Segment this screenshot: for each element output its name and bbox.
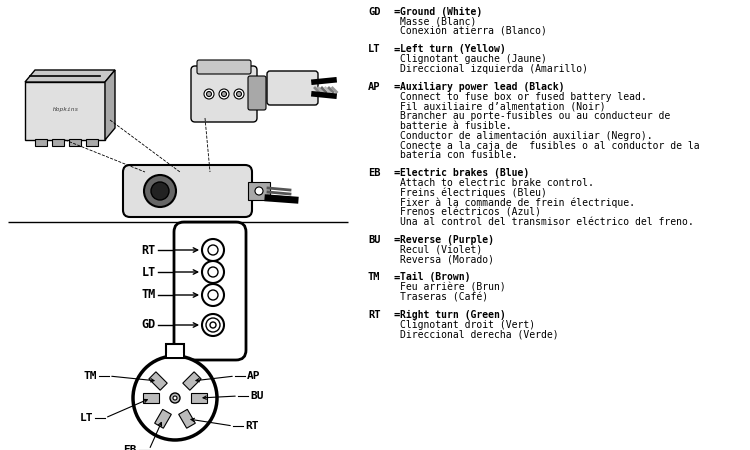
Text: =: = (393, 168, 399, 178)
Text: Connect to fuse box or fused battery lead.: Connect to fuse box or fused battery lea… (400, 92, 646, 102)
Text: Una al control del transmisor eléctrico del freno.: Una al control del transmisor eléctrico … (400, 217, 694, 227)
Bar (52, 139, 64, 146)
Circle shape (208, 267, 218, 277)
Circle shape (206, 91, 212, 96)
FancyBboxPatch shape (197, 60, 251, 74)
Text: Fil auxiliaire d’almentation (Noir): Fil auxiliaire d’almentation (Noir) (400, 101, 606, 112)
FancyBboxPatch shape (174, 222, 246, 360)
Text: =: = (393, 45, 399, 54)
Polygon shape (183, 372, 201, 390)
Circle shape (202, 239, 224, 261)
Text: Attach to electric brake control.: Attach to electric brake control. (400, 178, 594, 188)
Polygon shape (105, 70, 115, 140)
Text: GD: GD (142, 319, 156, 332)
Text: TM: TM (142, 288, 156, 302)
Circle shape (144, 175, 176, 207)
Text: LT: LT (368, 45, 380, 54)
Text: Conductor de alimentación auxiliar (Negro).: Conductor de alimentación auxiliar (Negr… (400, 131, 652, 141)
Text: Electric brakes (Blue): Electric brakes (Blue) (400, 168, 530, 178)
Text: RT: RT (142, 243, 156, 256)
Polygon shape (25, 82, 105, 140)
Circle shape (234, 89, 244, 99)
FancyBboxPatch shape (191, 66, 257, 122)
Circle shape (202, 261, 224, 283)
FancyBboxPatch shape (267, 71, 318, 105)
Polygon shape (143, 393, 159, 403)
Polygon shape (191, 393, 207, 403)
Text: Left turn (Yellow): Left turn (Yellow) (400, 45, 506, 54)
Text: EB: EB (368, 168, 380, 178)
Circle shape (206, 318, 220, 332)
Text: TM: TM (83, 371, 97, 381)
Text: Masse (Blanc): Masse (Blanc) (400, 17, 476, 27)
Text: =: = (393, 310, 399, 320)
Circle shape (221, 91, 226, 96)
Text: Reversa (Morado): Reversa (Morado) (400, 255, 494, 265)
Circle shape (170, 393, 180, 403)
Text: RT: RT (368, 310, 380, 320)
Polygon shape (25, 70, 115, 82)
Text: Ground (White): Ground (White) (400, 7, 482, 17)
Text: Traseras (Café): Traseras (Café) (400, 292, 488, 302)
Text: Brancher au porte-fusibles ou au conducteur de: Brancher au porte-fusibles ou au conduct… (400, 111, 670, 121)
Bar (35, 139, 47, 146)
Text: Direccional derecha (Verde): Direccional derecha (Verde) (400, 329, 559, 339)
Text: LT: LT (142, 266, 156, 279)
Text: AP: AP (247, 371, 260, 381)
Text: Right turn (Green): Right turn (Green) (400, 310, 506, 320)
Text: Direccional izquierda (Amarillo): Direccional izquierda (Amarillo) (400, 64, 588, 74)
FancyBboxPatch shape (248, 76, 266, 110)
Text: EB: EB (124, 445, 137, 450)
Text: TM: TM (368, 272, 380, 283)
Text: Auxiliary power lead (Black): Auxiliary power lead (Black) (400, 82, 565, 92)
Text: Recul (Violet): Recul (Violet) (400, 245, 482, 255)
Text: RT: RT (245, 421, 259, 431)
Text: =: = (393, 272, 399, 283)
Text: Clignotant gauche (Jaune): Clignotant gauche (Jaune) (400, 54, 547, 64)
Circle shape (208, 245, 218, 255)
Polygon shape (154, 410, 171, 428)
Polygon shape (178, 410, 195, 428)
Bar (167, 353, 183, 357)
Text: Frenos eléctricos (Azul): Frenos eléctricos (Azul) (400, 207, 541, 217)
FancyBboxPatch shape (123, 165, 252, 217)
Bar (248, 182, 270, 200)
Circle shape (208, 290, 218, 300)
Circle shape (202, 314, 224, 336)
Text: GD: GD (368, 7, 380, 17)
Text: Tail (Brown): Tail (Brown) (400, 272, 470, 283)
Text: Freins électriques (Bleu): Freins électriques (Bleu) (400, 188, 547, 198)
Circle shape (236, 91, 242, 96)
Text: Conecte a la caja de  fusibles o al conductor de la: Conecte a la caja de fusibles o al condu… (400, 140, 700, 151)
Text: =: = (393, 7, 399, 17)
Circle shape (173, 396, 177, 400)
Text: batterie à fusible.: batterie à fusible. (400, 121, 512, 131)
Text: LT: LT (80, 413, 93, 423)
Bar (86, 139, 98, 146)
Text: Conexión atierra (Blanco): Conexión atierra (Blanco) (400, 27, 547, 36)
Text: BU: BU (368, 235, 380, 245)
Polygon shape (148, 372, 167, 390)
Text: =: = (393, 235, 399, 245)
Text: batería con fusible.: batería con fusible. (400, 150, 518, 160)
Bar (69, 139, 81, 146)
Text: Hopkins: Hopkins (52, 108, 78, 112)
Circle shape (255, 187, 263, 195)
Circle shape (202, 284, 224, 306)
Text: AP: AP (368, 82, 380, 92)
Text: BU: BU (250, 391, 263, 401)
Text: =: = (393, 82, 399, 92)
Text: Clignotant droit (Vert): Clignotant droit (Vert) (400, 320, 536, 329)
Circle shape (204, 89, 214, 99)
FancyBboxPatch shape (166, 344, 184, 358)
Text: Reverse (Purple): Reverse (Purple) (400, 235, 494, 245)
Text: Fixer à la commande de frein électrique.: Fixer à la commande de frein électrique. (400, 198, 635, 208)
Circle shape (133, 356, 217, 440)
Circle shape (219, 89, 229, 99)
Text: Feu arrière (Brun): Feu arrière (Brun) (400, 282, 506, 292)
Circle shape (151, 182, 169, 200)
Circle shape (210, 322, 216, 328)
